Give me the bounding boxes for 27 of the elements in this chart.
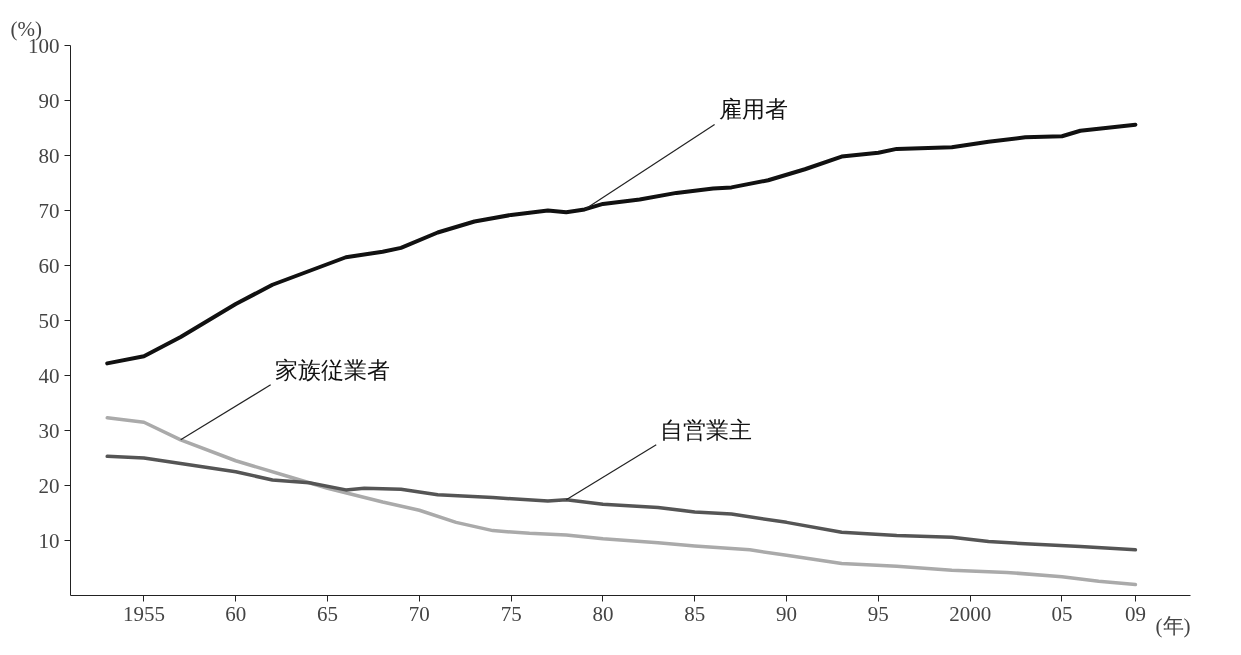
text: 自営業主 <box>660 417 753 443</box>
y-tick-label: 80 <box>38 143 60 168</box>
y-tick-label: 50 <box>38 308 60 333</box>
x-tick-label: 65 <box>317 601 339 626</box>
y-tick-label: 10 <box>38 528 60 553</box>
y-tick-label: 30 <box>38 418 60 443</box>
y-tick-label: 70 <box>38 198 60 223</box>
x-tick-label: 70 <box>408 601 430 626</box>
text: 雇用者 <box>718 97 788 123</box>
x-tick-label: 05 <box>1051 601 1073 626</box>
y-tick-label: 90 <box>38 88 60 113</box>
x-tick-label: 90 <box>776 601 798 626</box>
x-tick-label: 85 <box>684 601 706 626</box>
x-tick-label: 2000 <box>949 601 992 626</box>
x-tick-label: 1955 <box>122 601 165 626</box>
y-tick-label: 20 <box>38 473 60 498</box>
text: 家族従業者 <box>274 357 390 383</box>
x-tick-label: 80 <box>592 601 614 626</box>
y-tick-label: 60 <box>38 253 60 278</box>
line-series <box>105 454 1138 552</box>
x-tick-label: 60 <box>225 601 247 626</box>
x-tick-label: 09 <box>1124 601 1146 626</box>
x-tick-label: 75 <box>500 601 522 626</box>
x-tick-label: 95 <box>867 601 889 626</box>
line-series <box>105 416 1138 587</box>
y-tick-label: 40 <box>38 363 60 388</box>
x-axis-title: (年) <box>1155 613 1191 638</box>
